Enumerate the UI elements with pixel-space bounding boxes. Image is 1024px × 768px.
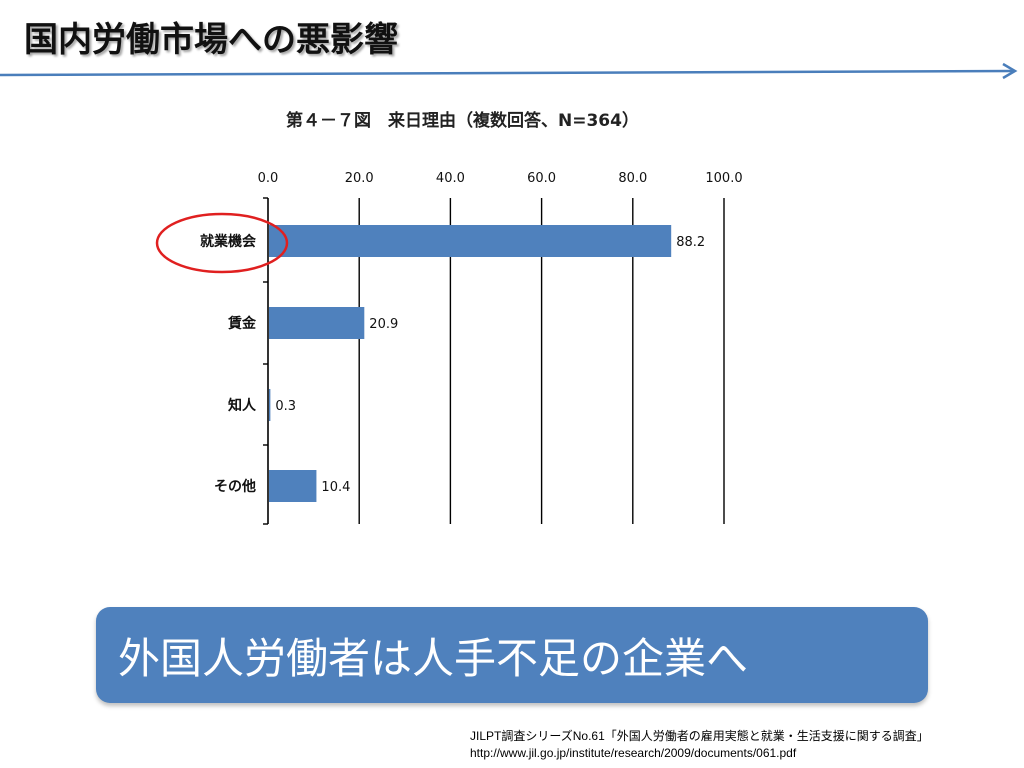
- bar: [269, 470, 317, 502]
- data-label: 88.2: [676, 235, 705, 250]
- highlight-ellipse: [155, 212, 289, 274]
- data-label: 20.9: [369, 317, 398, 332]
- category-label: その他: [214, 478, 256, 495]
- data-label: 0.3: [275, 399, 296, 414]
- x-tick-label: 0.0: [258, 171, 279, 186]
- data-label: 10.4: [321, 480, 350, 495]
- source-title: JILPT調査シリーズNo.61「外国人労働者の雇用実態と就業・生活支援に関する…: [470, 729, 929, 743]
- callout-box: 外国人労働者は人手不足の企業へ: [96, 607, 928, 703]
- category-label: 就業機会: [200, 233, 257, 250]
- callout-text: 外国人労働者は人手不足の企業へ: [118, 634, 749, 683]
- bar: [269, 307, 365, 339]
- x-tick-label: 40.0: [436, 171, 465, 186]
- category-label: 賃金: [227, 315, 257, 332]
- x-tick-label: 20.0: [345, 171, 374, 186]
- source-citation: JILPT調査シリーズNo.61「外国人労働者の雇用実態と就業・生活支援に関する…: [470, 728, 929, 762]
- bar: [269, 389, 271, 421]
- source-url[interactable]: http://www.jil.go.jp/institute/research/…: [470, 746, 797, 760]
- x-tick-label: 60.0: [527, 171, 556, 186]
- x-tick-label: 80.0: [618, 171, 647, 186]
- slide-title: 国内労働市場への悪影響: [24, 20, 398, 60]
- category-label: 知人: [228, 397, 257, 414]
- x-tick-label: 100.0: [705, 171, 742, 186]
- chart-title: 第４－７図 来日理由（複数回答、N=364）: [286, 111, 639, 131]
- title-underline-arrow: [0, 62, 1018, 80]
- bar: [269, 225, 672, 257]
- bar-chart: 0.0 20.0 40.0 60.0 80.0 100.0 就業機会 88.2 賃金 20.9 知人…: [155, 171, 743, 525]
